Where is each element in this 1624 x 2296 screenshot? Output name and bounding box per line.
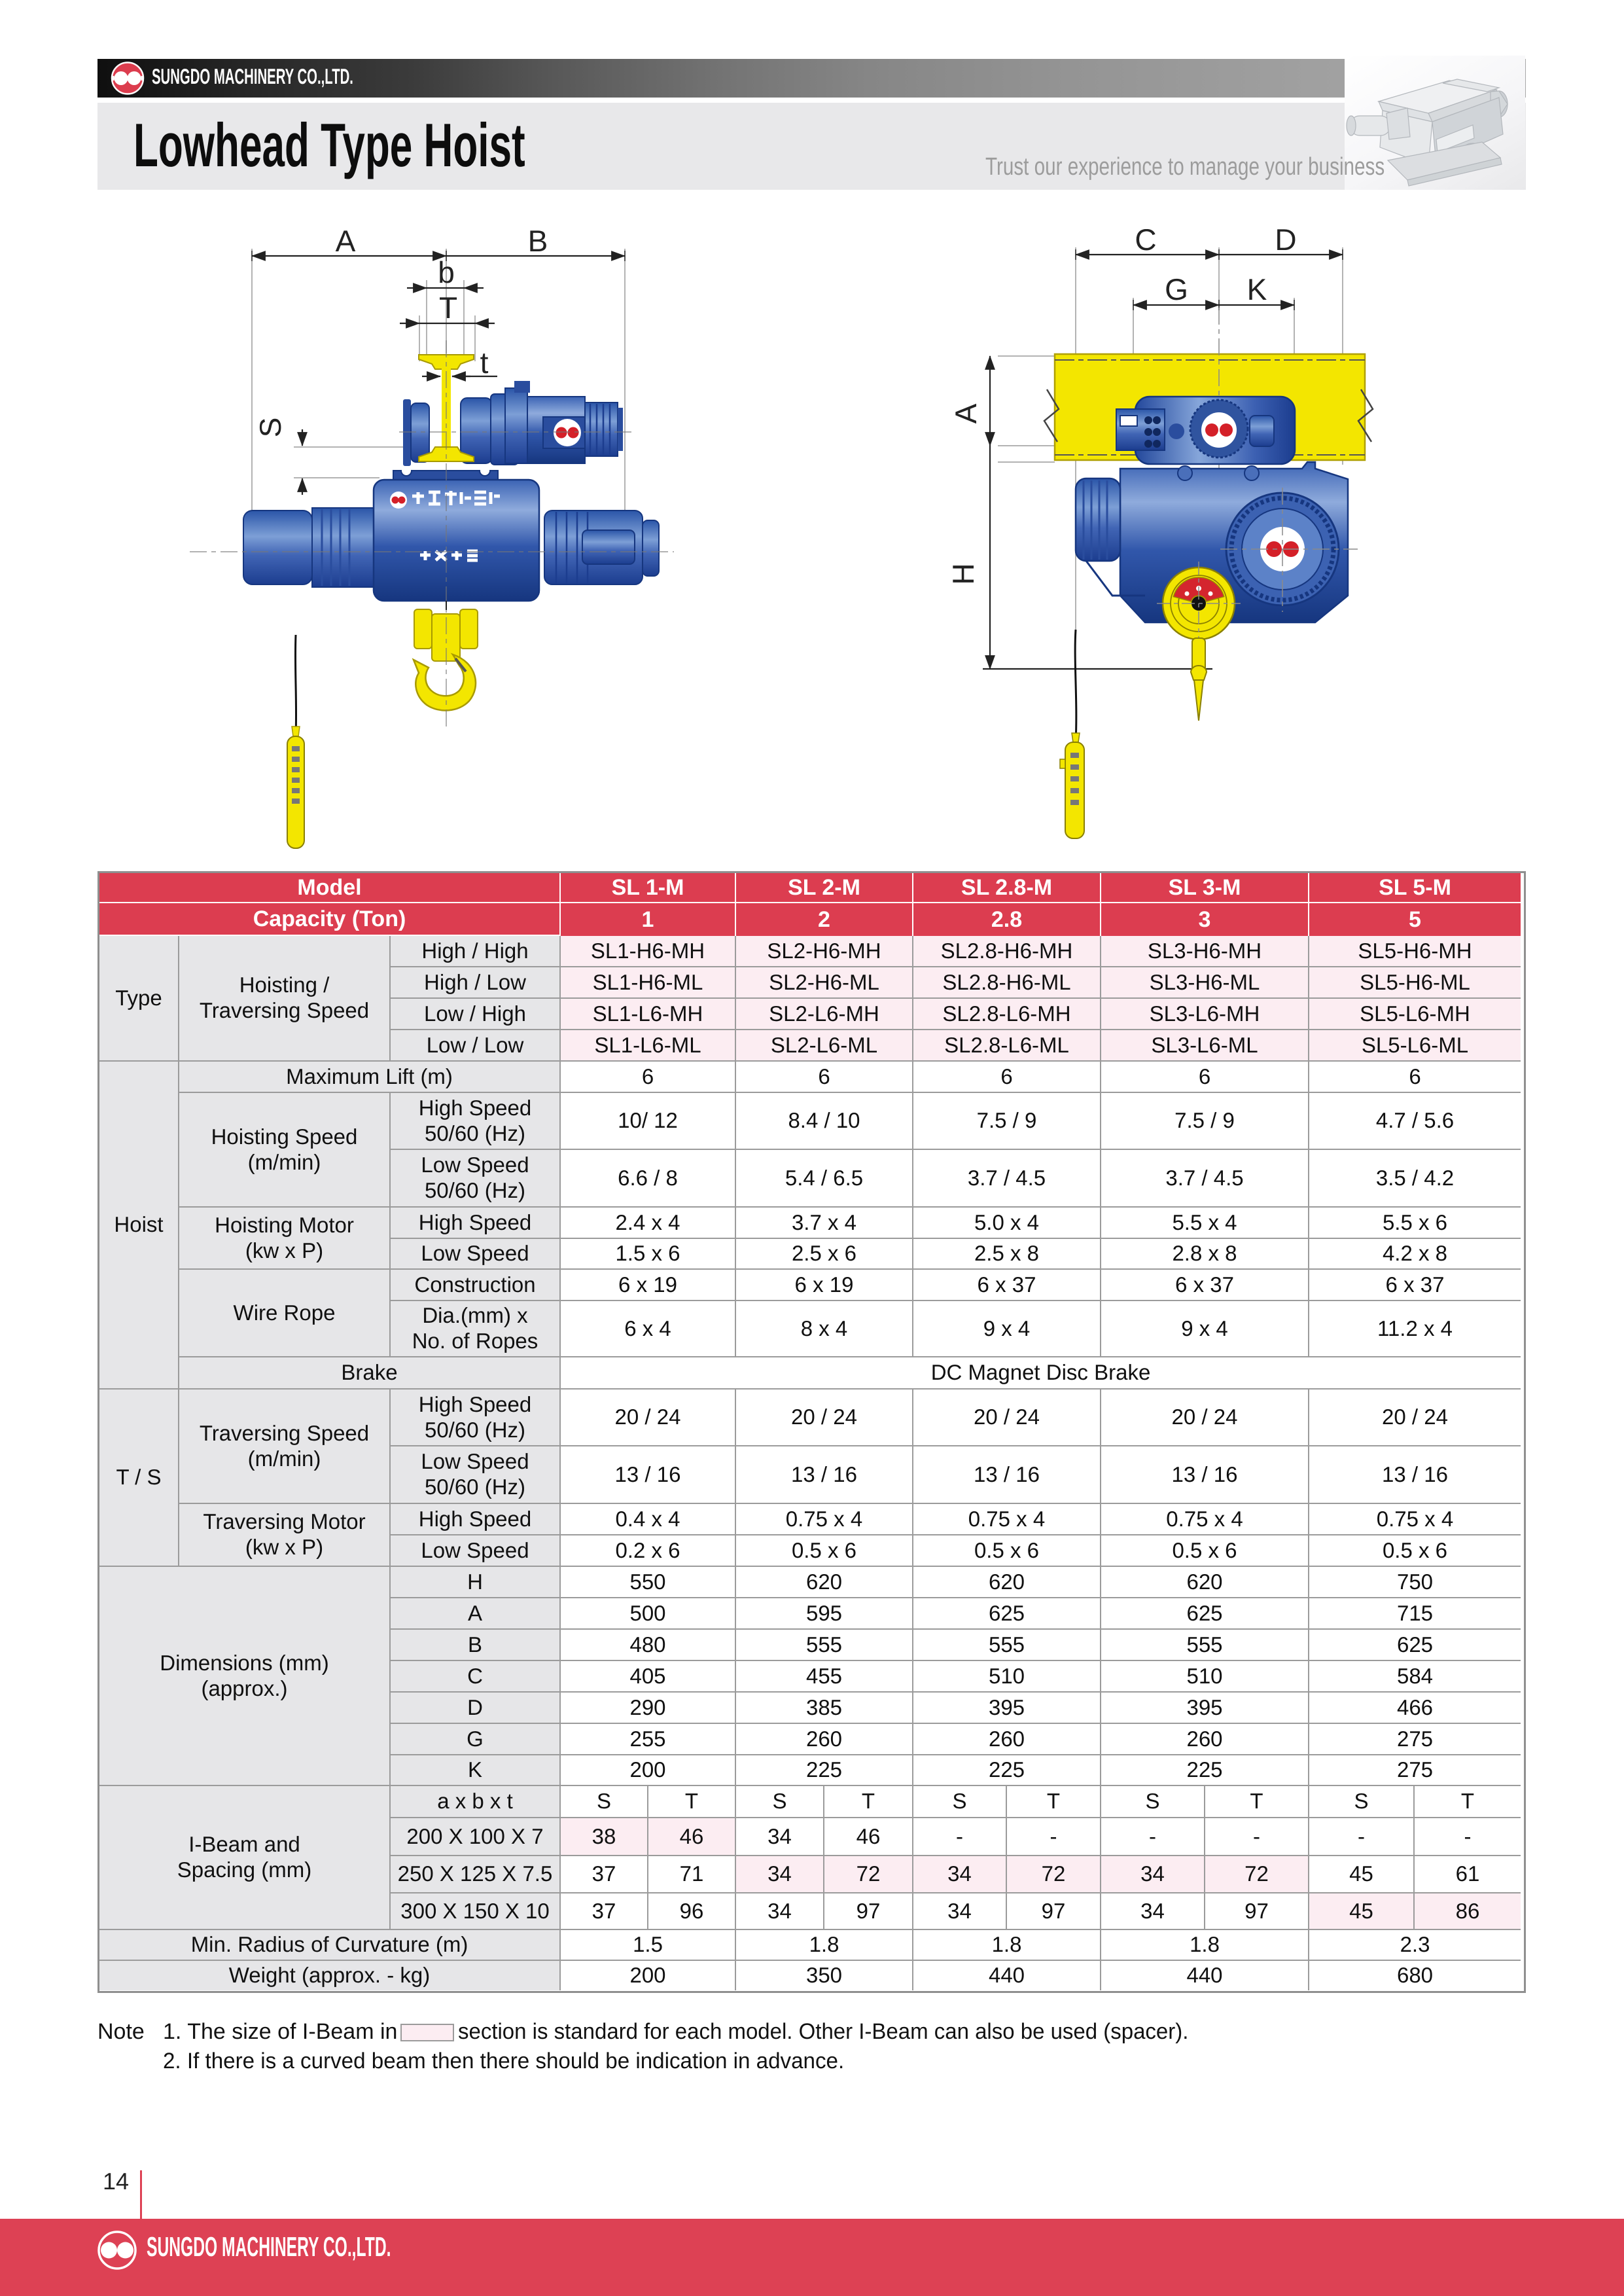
- svg-text:S: S: [253, 418, 287, 438]
- svg-text:B: B: [528, 224, 548, 258]
- svg-text:T: T: [439, 291, 457, 325]
- svg-text:t: t: [480, 346, 489, 380]
- svg-text:G: G: [1165, 272, 1188, 306]
- svg-text:D: D: [1275, 229, 1296, 257]
- svg-text:K: K: [1247, 272, 1267, 306]
- svg-text:b: b: [438, 255, 455, 289]
- svg-text:C: C: [1135, 229, 1156, 257]
- svg-text:A: A: [336, 224, 356, 258]
- svg-text:A: A: [949, 403, 983, 423]
- svg-text:H: H: [949, 563, 980, 584]
